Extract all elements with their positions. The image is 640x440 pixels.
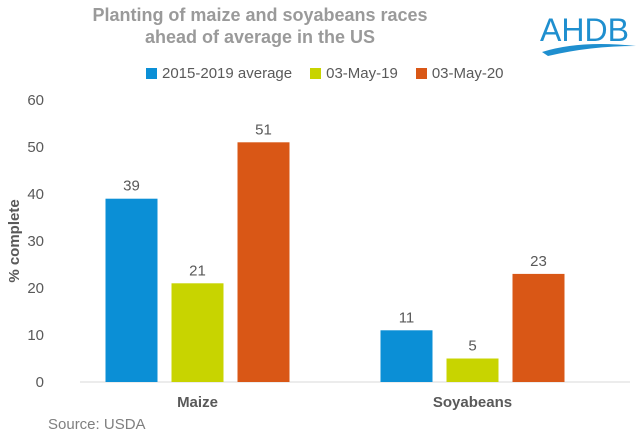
bar bbox=[237, 142, 290, 382]
logo-text: AHDB bbox=[540, 12, 629, 48]
bar bbox=[105, 198, 158, 382]
legend-item-2019: 03-May-19 bbox=[310, 65, 398, 82]
bar bbox=[446, 358, 499, 382]
legend-swatch-2019 bbox=[310, 67, 322, 79]
y-tick-label: 20 bbox=[27, 280, 44, 297]
legend-item-avg: 2015-2019 average bbox=[146, 65, 292, 82]
y-axis-title: % complete bbox=[6, 199, 23, 282]
legend-swatch-2020 bbox=[415, 67, 427, 79]
data-label: 21 bbox=[189, 262, 206, 279]
y-tick-label: 10 bbox=[27, 327, 44, 344]
data-label: 5 bbox=[468, 338, 476, 355]
y-tick-label: 40 bbox=[27, 186, 44, 203]
legend-label-avg: 2015-2019 average bbox=[162, 64, 293, 82]
source-note: Source: USDA bbox=[48, 416, 146, 433]
x-tick-label: Soyabeans bbox=[433, 394, 512, 411]
legend-item-2020: 03-May-20 bbox=[415, 64, 504, 82]
legend-swatch-avg bbox=[146, 67, 157, 79]
data-label: 39 bbox=[123, 178, 140, 195]
chart-title: Planting of maize and soyabeans races ah… bbox=[60, 4, 460, 48]
x-tick-label: Maize bbox=[177, 394, 218, 411]
chart-legend: 2015-2019 average 03-May-19 03-May-20 bbox=[146, 62, 522, 84]
bar bbox=[380, 330, 433, 382]
data-label: 23 bbox=[530, 253, 547, 270]
bar bbox=[512, 273, 565, 382]
legend-label-2020: 03-May-20 bbox=[431, 64, 504, 82]
y-tick-label: 60 bbox=[27, 92, 44, 109]
data-label: 11 bbox=[399, 309, 415, 326]
y-tick-label: 50 bbox=[27, 139, 44, 156]
y-tick-label: 30 bbox=[27, 233, 44, 250]
chart-title-line2: ahead of average in the US bbox=[144, 27, 376, 47]
y-tick-label: 0 bbox=[36, 374, 44, 391]
logo-swoosh-icon bbox=[542, 44, 636, 56]
data-label: 51 bbox=[255, 121, 272, 138]
legend-label-2019: 03-May-19 bbox=[326, 64, 398, 82]
ahdb-logo: AHDB bbox=[540, 12, 638, 56]
chart-title-line1: Planting of maize and soyabeans races bbox=[92, 5, 428, 25]
bar bbox=[171, 283, 224, 382]
